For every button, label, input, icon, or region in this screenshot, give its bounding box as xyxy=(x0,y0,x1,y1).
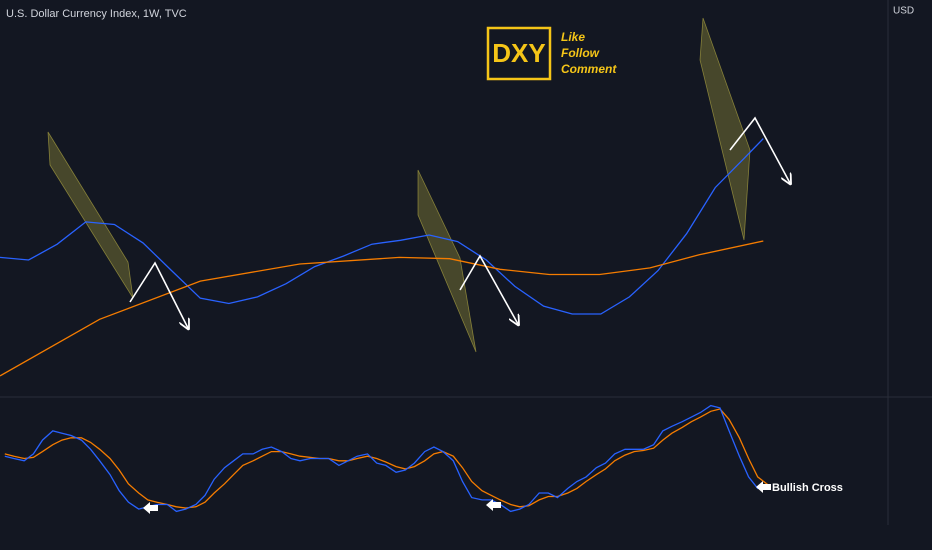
logo-box xyxy=(486,26,552,81)
logo-line: Like xyxy=(561,30,585,44)
logo-line: Comment xyxy=(561,62,617,76)
pointer-arrow xyxy=(486,499,501,511)
logo-text: DXY xyxy=(492,38,545,68)
moving-average xyxy=(0,138,764,315)
annotation: Bullish Cross xyxy=(772,482,843,494)
logo-line: Follow xyxy=(561,46,600,60)
chart-title: U.S. Dollar Currency Index, 1W, TVC xyxy=(6,8,187,20)
plot xyxy=(0,138,769,513)
currency-label: USD xyxy=(893,6,914,17)
projection-arrow xyxy=(729,116,790,183)
macd-line xyxy=(4,404,769,513)
channel xyxy=(417,169,477,353)
channel xyxy=(699,17,751,241)
signal-line xyxy=(4,408,769,509)
projection-arrow xyxy=(129,261,188,328)
pointer-arrow xyxy=(143,502,158,514)
pointer-arrow xyxy=(756,481,771,493)
projection-arrow xyxy=(459,254,518,324)
